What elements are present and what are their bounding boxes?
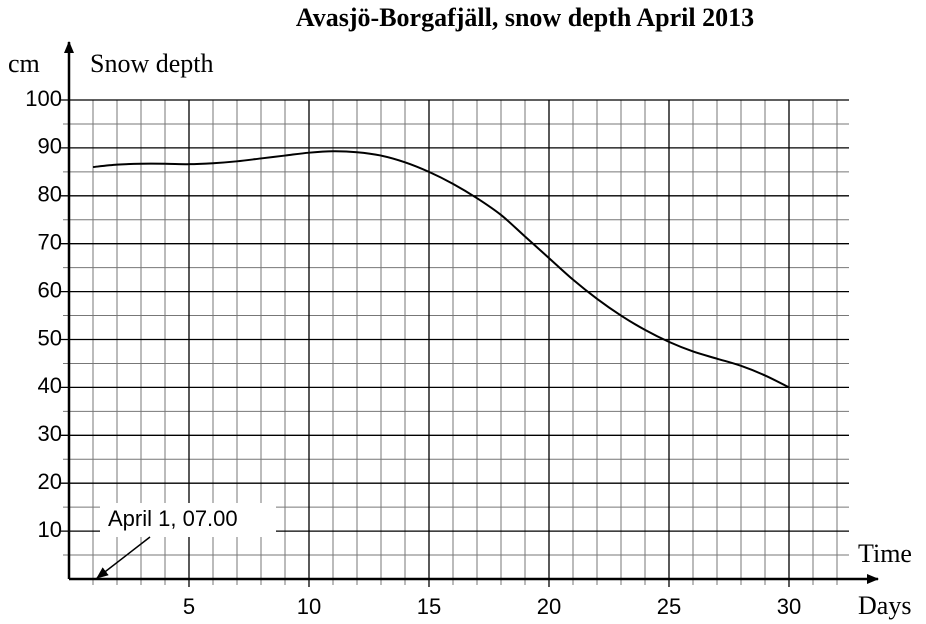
x-tick-label: 25 (657, 594, 681, 619)
x-unit: Days (858, 591, 911, 620)
y-tick-label: 20 (38, 469, 62, 494)
y-tick-label: 30 (38, 421, 62, 446)
x-tick-label: 15 (417, 594, 441, 619)
y-tick-label: 50 (38, 325, 62, 350)
chart-title: Avasjö-Borgafjäll, snow depth April 2013 (296, 3, 754, 32)
y-axis-label: Snow depth (90, 49, 214, 78)
plot (92, 150, 790, 389)
x-tick-label: 20 (537, 594, 561, 619)
y-tick-label: 90 (38, 134, 62, 159)
y-tick-label: 70 (38, 230, 62, 255)
annotation-box (100, 503, 276, 537)
x-axis-label: Time (858, 539, 912, 568)
data-line (92, 150, 790, 389)
x-tick-label: 5 (183, 594, 195, 619)
y-tick-label: 100 (25, 86, 62, 111)
y-tick-label: 80 (38, 182, 62, 207)
y-tick-label: 60 (38, 277, 62, 302)
annotation: April 1, 07.00 (108, 506, 238, 531)
y-tick-label: 10 (38, 517, 62, 542)
x-tick-label: 10 (297, 594, 321, 619)
y-unit: cm (8, 49, 40, 78)
y-tick-label: 40 (38, 373, 62, 398)
x-tick-label: 30 (777, 594, 801, 619)
annotation-arrow (96, 536, 151, 579)
grid (61, 41, 879, 587)
